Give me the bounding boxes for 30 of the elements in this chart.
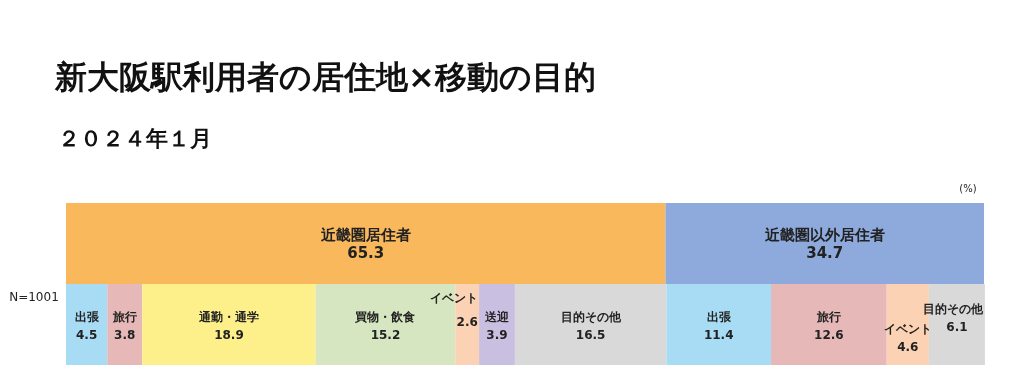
series-label: 目的その他 <box>560 309 622 324</box>
data-label: 6.1 <box>946 319 968 334</box>
series-label: 出張 <box>74 309 100 324</box>
text: N=1001 <box>9 290 59 304</box>
series-label: 近畿圏居住者 <box>319 225 411 244</box>
series-label: イベント <box>883 321 932 336</box>
data-label: 65.3 <box>347 243 385 262</box>
series-label: 旅行 <box>111 309 137 324</box>
data-label: 15.2 <box>370 327 401 342</box>
data-label: 3.8 <box>114 327 136 342</box>
series-label: 買物・飲食 <box>354 309 416 324</box>
series-label: 出張 <box>706 309 732 324</box>
chart-subtitle: ２０２４年１月 <box>58 126 212 151</box>
data-label: 12.6 <box>814 327 844 342</box>
series-label: 目的その他 <box>923 301 984 316</box>
series-label: 近畿圏以外居住者 <box>763 225 885 244</box>
data-label: 2.6 <box>456 315 478 329</box>
series-label: 通勤・通学 <box>197 309 259 324</box>
data-label: 16.5 <box>575 327 606 342</box>
series-label: 送迎 <box>484 309 510 324</box>
data-label: 18.9 <box>214 327 244 342</box>
data-label: 4.6 <box>897 339 919 354</box>
chart-title: 新大阪駅利用者の居住地×移動の目的 <box>54 58 596 96</box>
text: (%) <box>959 183 977 194</box>
data-label: 3.9 <box>486 327 508 342</box>
data-label: 11.4 <box>703 327 734 342</box>
series-label: イベント <box>430 291 479 305</box>
data-label: 4.5 <box>76 327 98 342</box>
data-label: 34.7 <box>806 243 844 262</box>
series-label: 旅行 <box>815 309 841 324</box>
